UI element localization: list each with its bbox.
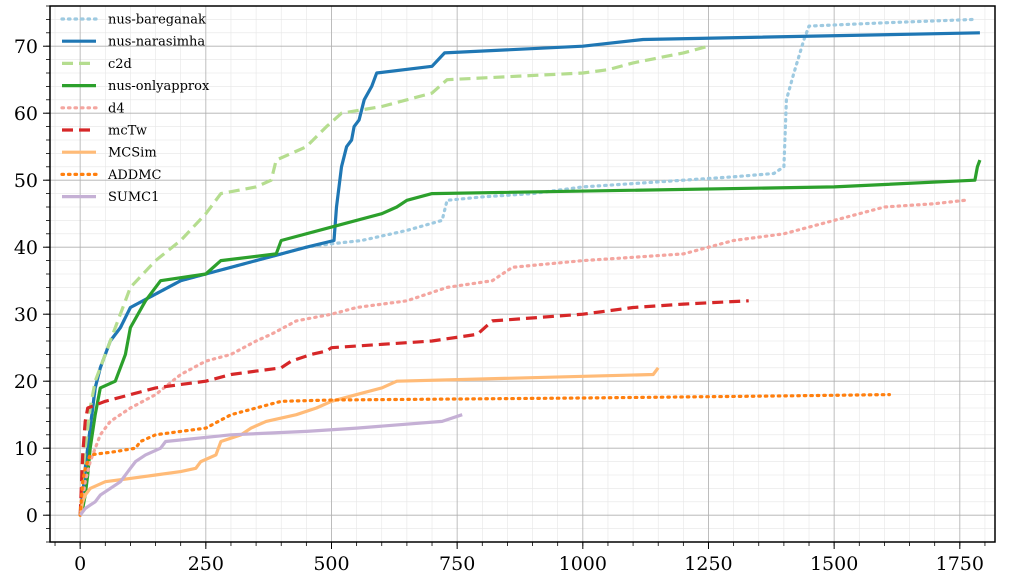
legend-label: c2d: [108, 57, 132, 72]
y-tick-label: 60: [14, 103, 38, 125]
y-tick-label: 70: [14, 36, 38, 58]
y-tick-label: 50: [14, 170, 38, 192]
y-tick-label: 40: [14, 237, 38, 259]
x-tick-label: 0: [74, 553, 86, 574]
legend-label: nus-bareganak: [108, 13, 206, 28]
legend-label: nus-onlyapprox: [108, 79, 210, 94]
legend: nus-bareganak nus-narasimha c2d nus-onlyapp…: [60, 13, 210, 205]
y-tick-label: 0: [26, 505, 38, 527]
series-line-c2d: [78, 44, 709, 516]
x-tick-label: 1750: [936, 553, 984, 574]
y-tick-label: 20: [14, 371, 38, 393]
legend-label: MCSim: [108, 146, 157, 161]
legend-label: SUMC1: [108, 190, 159, 205]
x-tick-label: 750: [439, 553, 475, 574]
legend-label: nus-narasimha: [108, 35, 205, 50]
legend-label: ADDMC: [107, 168, 162, 183]
series-line-addmc: [78, 393, 891, 517]
x-tick-label: 1000: [559, 553, 607, 574]
x-tick-label: 500: [313, 553, 349, 574]
series-line-d4: [78, 198, 967, 517]
x-tick-label: 250: [188, 553, 224, 574]
series-line-sumc1: [78, 413, 463, 517]
series-layer: [78, 17, 982, 517]
series-line-mctw: [78, 299, 749, 516]
series-line-nus-narasimha: [78, 31, 980, 516]
y-tick-label: 10: [14, 438, 38, 460]
legend-label: mcTw: [108, 124, 147, 139]
major-grid: [50, 6, 995, 542]
x-tick-label: 1250: [684, 553, 732, 574]
axis-ticks: 0 250 500 750 1000 1250 1500 1750 0 10 20 30 40 50 60 7…: [14, 5, 986, 574]
y-tick-label: 30: [14, 304, 38, 326]
legend-label: d4: [108, 101, 125, 116]
x-tick-label: 1500: [810, 553, 858, 574]
series-line-mcsim: [78, 366, 660, 516]
series-line-nus-onlyapprox: [78, 159, 982, 516]
